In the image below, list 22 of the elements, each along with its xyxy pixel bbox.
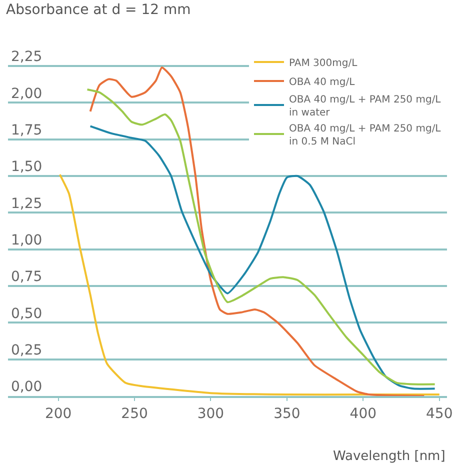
y-tick-label: 0,25 <box>11 342 42 358</box>
legend-label: OBA 40 mg/L <box>289 76 356 88</box>
y-tick-label: 0,50 <box>11 306 42 322</box>
y-tick-label: 1,50 <box>11 159 42 176</box>
x-axis-title: Wavelength [nm] <box>333 449 446 464</box>
legend-label: PAM 300mg/L <box>289 58 358 69</box>
y-tick-label: 1,00 <box>11 232 42 248</box>
x-tick-label: 450 <box>426 406 453 422</box>
y-tick-label: 2,00 <box>11 86 42 102</box>
x-tick-label: 400 <box>350 406 377 422</box>
x-tick-label: 350 <box>274 406 300 422</box>
y-tick-label: 0,00 <box>11 379 42 396</box>
legend-label: OBA 40 mg/L + PAM 250 mg/L in 0.5 M NaCl <box>289 123 442 148</box>
y-tick-label: 1,25 <box>11 196 42 212</box>
legend-label: OBA 40 mg/L + PAM 250 mg/L in water <box>289 94 442 118</box>
x-tick-label: 200 <box>44 406 72 422</box>
y-tick-label: 2,25 <box>11 49 42 66</box>
x-tick-label: 250 <box>121 406 148 422</box>
y-axis-title: Absorbance at d = 12 mm <box>6 2 191 18</box>
x-tick-label: 300 <box>197 406 224 422</box>
y-tick-label: 0,75 <box>11 269 42 286</box>
y-tick-label: 1,75 <box>11 122 42 138</box>
